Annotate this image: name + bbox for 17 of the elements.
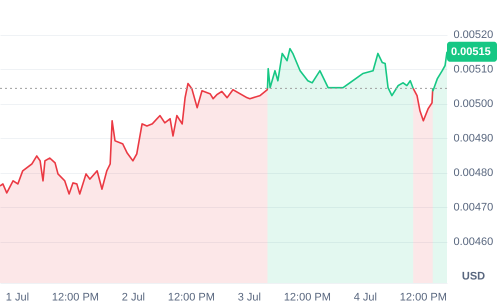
x-tick-label: 12:00 PM (284, 292, 331, 304)
x-tick-label: 12:00 PM (52, 292, 99, 304)
x-tick-label: 12:00 PM (168, 292, 215, 304)
x-tick-label: 3 Jul (238, 292, 261, 304)
y-tick-label: 0.00480 (454, 167, 494, 180)
y-tick-label: 0.00460 (454, 236, 494, 248)
y-tick-label: 0.00520 (454, 29, 494, 42)
y-axis-title: USD (462, 270, 486, 282)
x-tick-label: 12:00 PM (400, 292, 447, 304)
y-tick-label: 0.00470 (454, 202, 494, 214)
x-tick-label: 1 Jul (6, 292, 30, 304)
y-tick-label: 0.00510 (454, 64, 494, 76)
y-tick-label: 0.00500 (454, 98, 494, 110)
x-tick-label: 4 Jul (354, 292, 377, 304)
x-tick-label: 2 Jul (122, 292, 146, 304)
annotation: 0.00515 (451, 46, 491, 58)
y-tick-label: 0.00490 (454, 132, 494, 145)
